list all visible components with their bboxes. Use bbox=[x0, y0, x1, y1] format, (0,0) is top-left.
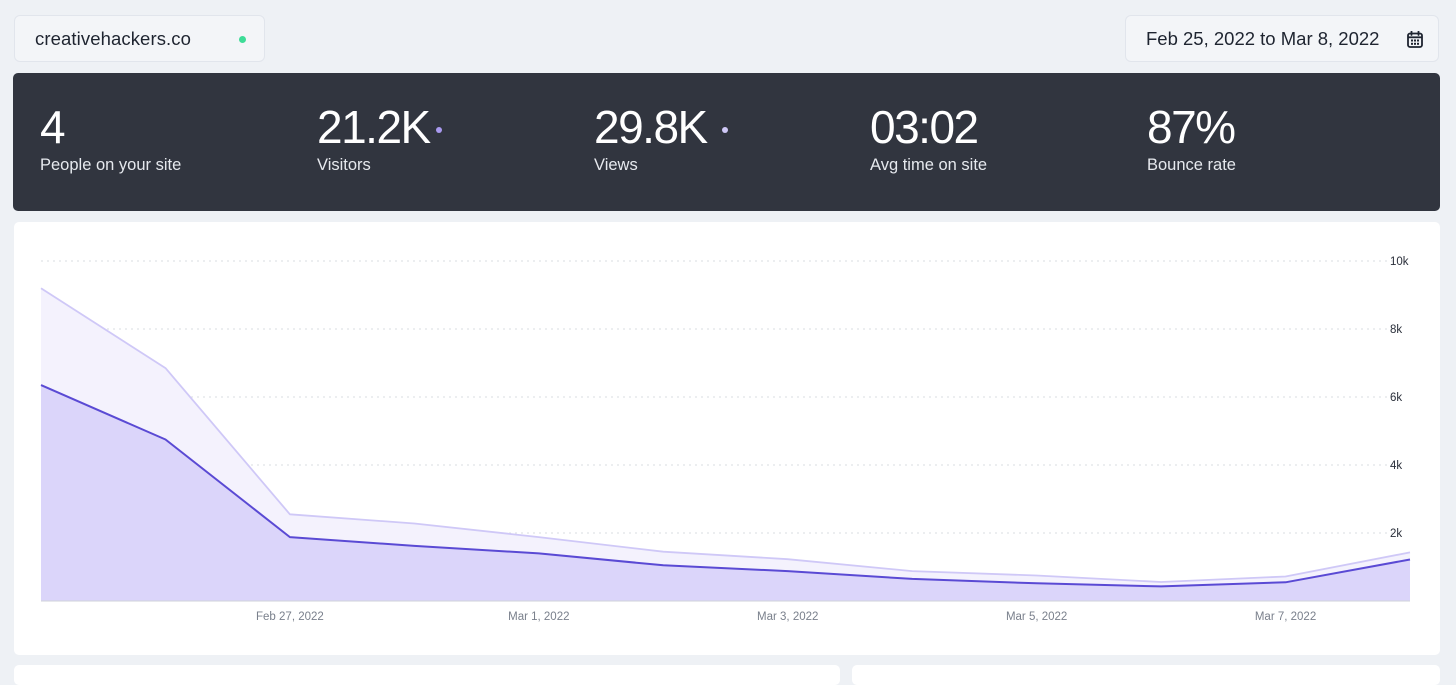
live-status-dot bbox=[239, 36, 246, 43]
y-tick-label: 10k bbox=[1390, 256, 1409, 268]
y-tick-label: 4k bbox=[1390, 460, 1402, 472]
stat-label: Avg time on site bbox=[870, 156, 987, 175]
bottom-panel-right bbox=[852, 665, 1440, 685]
stat-label: Views bbox=[594, 156, 638, 175]
calendar-icon bbox=[1407, 31, 1423, 48]
date-range-label: Feb 25, 2022 to Mar 8, 2022 bbox=[1146, 28, 1379, 50]
site-selector[interactable]: creativehackers.co bbox=[14, 15, 265, 62]
x-tick-label: Mar 7, 2022 bbox=[1255, 611, 1316, 623]
y-tick-label: 8k bbox=[1390, 324, 1402, 336]
traffic-chart-card: 2k 4k 6k 8k 10k Feb 27, 2022 Mar 1, 2022 Mar 3,… bbox=[14, 222, 1440, 655]
views-series-dot bbox=[722, 127, 728, 133]
stat-value: 87% bbox=[1147, 100, 1235, 154]
visitors-series-dot bbox=[436, 127, 442, 133]
y-tick-label: 6k bbox=[1390, 392, 1402, 404]
stat-value: 29.8K bbox=[594, 100, 707, 154]
date-range-picker[interactable]: Feb 25, 2022 to Mar 8, 2022 bbox=[1125, 15, 1439, 62]
x-tick-label: Feb 27, 2022 bbox=[256, 611, 324, 623]
stat-label: Visitors bbox=[317, 156, 371, 175]
bottom-panel-left bbox=[14, 665, 840, 685]
x-tick-label: Mar 1, 2022 bbox=[508, 611, 569, 623]
stat-value: 03:02 bbox=[870, 100, 978, 154]
stat-value: 4 bbox=[40, 100, 64, 154]
stats-bar: 4 People on your site 21.2K Visitors 29.… bbox=[13, 73, 1440, 211]
stat-value: 21.2K bbox=[317, 100, 430, 154]
traffic-chart[interactable]: 2k 4k 6k 8k 10k Feb 27, 2022 Mar 1, 2022 Mar 3,… bbox=[14, 222, 1440, 655]
stat-label: People on your site bbox=[40, 156, 181, 175]
y-tick-label: 2k bbox=[1390, 528, 1402, 540]
x-tick-label: Mar 3, 2022 bbox=[757, 611, 818, 623]
site-name: creativehackers.co bbox=[35, 28, 191, 50]
stat-label: Bounce rate bbox=[1147, 156, 1236, 175]
x-tick-label: Mar 5, 2022 bbox=[1006, 611, 1067, 623]
